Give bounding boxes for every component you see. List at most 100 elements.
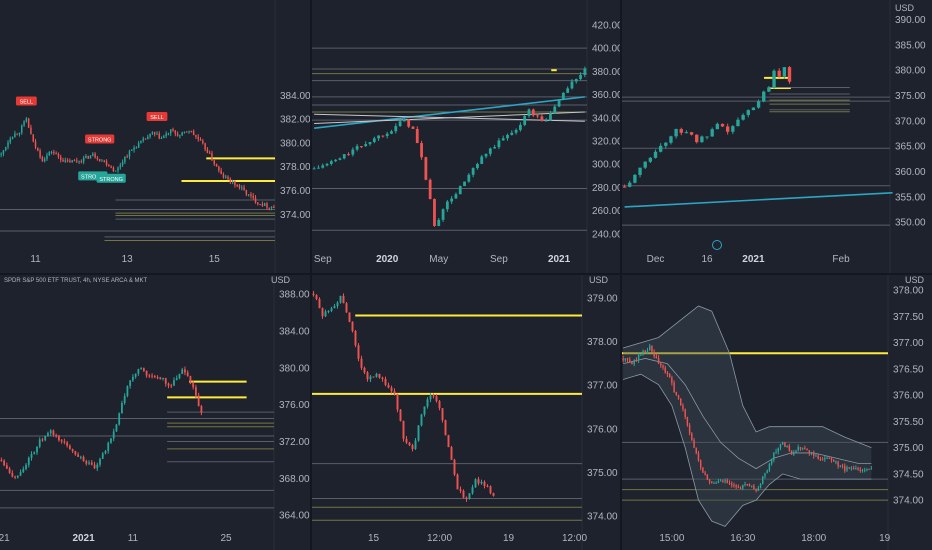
candle-body[interactable] — [252, 195, 254, 198]
candle-body[interactable] — [454, 194, 458, 199]
candle-body[interactable] — [797, 447, 799, 451]
candle-body[interactable] — [755, 489, 757, 491]
candle-body[interactable] — [121, 403, 123, 414]
candle-body[interactable] — [134, 373, 137, 377]
candle-body[interactable] — [206, 149, 209, 153]
candle-body[interactable] — [227, 176, 229, 179]
candle-body[interactable] — [121, 162, 124, 166]
candle-body[interactable] — [748, 484, 751, 487]
candle-body[interactable] — [447, 435, 450, 448]
candle-body[interactable] — [98, 159, 101, 161]
candle-body[interactable] — [415, 128, 419, 144]
candle-body[interactable] — [438, 401, 441, 409]
candle-body[interactable] — [108, 164, 110, 167]
candle-body[interactable] — [140, 140, 142, 144]
candle-body[interactable] — [117, 167, 119, 171]
candle-body[interactable] — [181, 369, 184, 374]
candle-body[interactable] — [861, 470, 864, 472]
candle-body[interactable] — [420, 143, 423, 158]
candle-body[interactable] — [411, 445, 414, 449]
candle-body[interactable] — [408, 442, 411, 446]
chart-svg-top-right[interactable]: 390.00 385.00 380.00 375.00 370.00 365.00 360.… — [622, 0, 932, 273]
candle-body[interactable] — [757, 487, 760, 491]
candle-body[interactable] — [688, 425, 691, 434]
candle-body[interactable] — [372, 138, 376, 143]
candle-body[interactable] — [674, 129, 678, 137]
candle-body[interactable] — [675, 392, 678, 396]
candle-body[interactable] — [731, 126, 735, 132]
candle-body[interactable] — [693, 439, 695, 448]
candle-body[interactable] — [708, 479, 711, 482]
candle-body[interactable] — [640, 354, 642, 356]
candle-body[interactable] — [375, 373, 378, 377]
candle-body[interactable] — [751, 107, 756, 111]
candle-body[interactable] — [101, 453, 104, 459]
candle-body[interactable] — [129, 380, 132, 387]
candle-body[interactable] — [864, 470, 866, 472]
candle-body[interactable] — [0, 459, 3, 461]
candle-body[interactable] — [18, 132, 21, 134]
candle-body[interactable] — [318, 298, 321, 309]
candle-body[interactable] — [428, 179, 432, 200]
candle-body[interactable] — [250, 194, 252, 196]
candle-body[interactable] — [55, 153, 57, 155]
candle-body[interactable] — [178, 373, 181, 379]
candle-body[interactable] — [48, 152, 51, 156]
candle-body[interactable] — [77, 454, 79, 457]
chart-pane-top-middle[interactable]: 420.00 400.00 380.00 360.00 340.00 320.00 300.… — [312, 0, 620, 273]
candle-body[interactable] — [705, 136, 709, 138]
candle-body[interactable] — [79, 456, 82, 458]
candle-body[interactable] — [570, 81, 574, 89]
candle-body[interactable] — [852, 467, 855, 469]
candle-body[interactable] — [34, 141, 37, 148]
candle-body[interactable] — [686, 417, 689, 426]
candle-body[interactable] — [501, 138, 505, 141]
candle-body[interactable] — [183, 131, 186, 133]
candle-body[interactable] — [273, 207, 275, 209]
candle-body[interactable] — [27, 457, 30, 465]
candle-body[interactable] — [622, 358, 624, 361]
candle-body[interactable] — [741, 114, 745, 120]
candle-body[interactable] — [247, 194, 250, 196]
candle-body[interactable] — [222, 174, 225, 178]
candle-body[interactable] — [119, 165, 122, 168]
candle-body[interactable] — [480, 156, 484, 164]
candle-body[interactable] — [49, 430, 52, 434]
candle-body[interactable] — [786, 445, 788, 448]
candle-body[interactable] — [628, 182, 632, 187]
candle-body[interactable] — [450, 447, 453, 460]
candle-body[interactable] — [848, 467, 850, 469]
trend-line[interactable] — [314, 113, 585, 122]
candle-body[interactable] — [695, 134, 699, 143]
candle-body[interactable] — [510, 132, 514, 135]
candle-body[interactable] — [351, 149, 355, 155]
candle-body[interactable] — [426, 399, 429, 407]
candle-body[interactable] — [315, 295, 318, 299]
candle-body[interactable] — [819, 459, 822, 461]
candle-body[interactable] — [746, 110, 750, 115]
candle-body[interactable] — [830, 458, 833, 460]
candle-body[interactable] — [855, 468, 857, 470]
candle-body[interactable] — [762, 476, 764, 484]
candle-body[interactable] — [733, 485, 735, 487]
candle-body[interactable] — [197, 395, 200, 407]
candle-body[interactable] — [735, 485, 737, 487]
candle-body[interactable] — [263, 203, 266, 206]
candle-body[interactable] — [390, 387, 393, 392]
sell-signal-label[interactable] — [146, 111, 168, 121]
candle-body[interactable] — [165, 133, 167, 136]
candle-body[interactable] — [441, 408, 444, 421]
candle-body[interactable] — [60, 440, 63, 442]
candle-body[interactable] — [378, 373, 381, 378]
candle-body[interactable] — [444, 420, 447, 436]
candle-body[interactable] — [642, 350, 644, 355]
candle-body[interactable] — [186, 372, 189, 377]
candle-body[interactable] — [648, 157, 653, 162]
candle-body[interactable] — [105, 161, 108, 165]
candle-body[interactable] — [147, 136, 149, 140]
candle-body[interactable] — [71, 160, 73, 163]
candle-body[interactable] — [782, 67, 787, 77]
candle-body[interactable] — [368, 142, 372, 145]
candle-body[interactable] — [204, 143, 206, 150]
candle-body[interactable] — [142, 138, 144, 141]
